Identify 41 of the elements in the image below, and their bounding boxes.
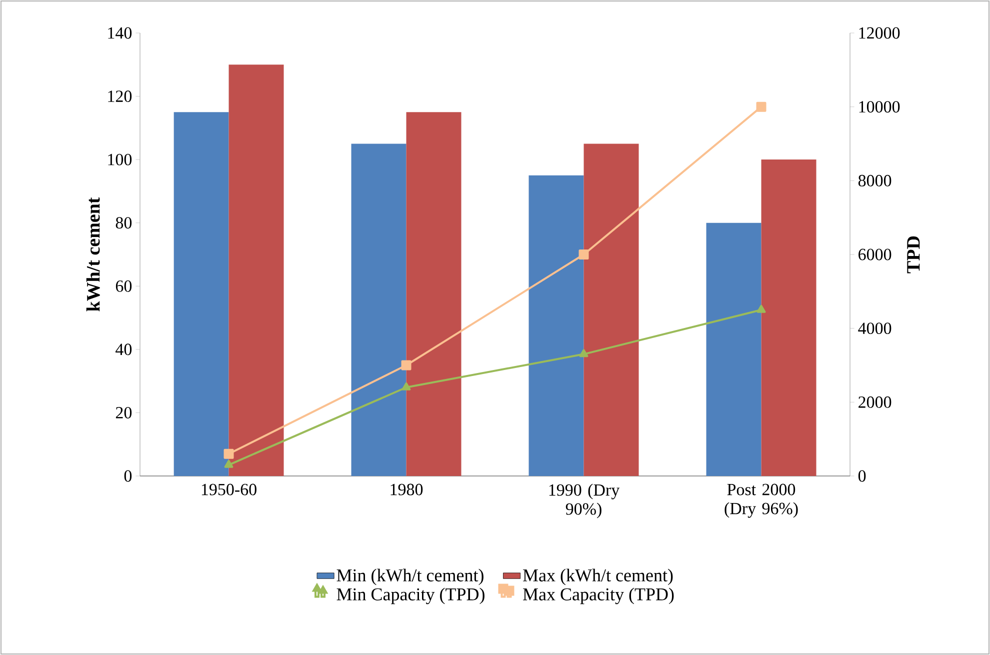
- y-tick-label: 80: [116, 217, 132, 229]
- y2-tick-label: 12000: [859, 27, 900, 39]
- bar: [528, 175, 584, 476]
- y2-tick-label: 10000: [859, 101, 900, 113]
- legend-label: Max (kWh/t cement): [523, 568, 673, 586]
- bar: [228, 64, 284, 476]
- bar: [761, 160, 816, 476]
- point: [579, 349, 588, 358]
- y-tick-label: 0: [124, 470, 132, 482]
- legend-label: Min Capacity (TPD): [336, 588, 484, 604]
- x-tick-label: 1980: [390, 484, 423, 496]
- point: [224, 448, 234, 459]
- point: [756, 102, 766, 112]
- point: [401, 360, 412, 370]
- y-tick-label: 60: [116, 280, 132, 292]
- y-tick-label: 120: [108, 90, 132, 102]
- x-tick-label: Post 2000 (Dry 96%): [724, 484, 798, 518]
- bar: [406, 112, 462, 476]
- legend-label: Max Capacity (TPD): [523, 588, 674, 604]
- y2-axis-title: TPD: [907, 236, 920, 274]
- bar: [584, 144, 639, 476]
- bar: [351, 144, 406, 476]
- x-tick-label: 1990 (Dry 90%): [549, 484, 620, 518]
- y2-tick-label: 2000: [858, 396, 892, 408]
- bar: [706, 222, 762, 476]
- bar: [174, 112, 229, 476]
- y-tick-label: 20: [116, 406, 132, 418]
- y2-tick-label: 4000: [858, 322, 892, 334]
- y2-tick-label: 0: [858, 470, 866, 482]
- y2-tick-label: 8000: [858, 174, 892, 186]
- y2-tick-label: 6000: [858, 248, 892, 260]
- y-axis-title: kWh/t cement: [86, 197, 100, 312]
- legend-label: Min (kWh/t cement): [336, 568, 484, 586]
- y-tick-label: 140: [108, 27, 132, 39]
- point: [402, 382, 411, 390]
- point: [224, 460, 234, 468]
- y-tick-label: 40: [116, 344, 132, 356]
- point: [578, 249, 589, 260]
- y-tick-label: 100: [108, 154, 132, 166]
- x-tick-label: 1950-60: [202, 484, 256, 496]
- point: [756, 304, 766, 313]
